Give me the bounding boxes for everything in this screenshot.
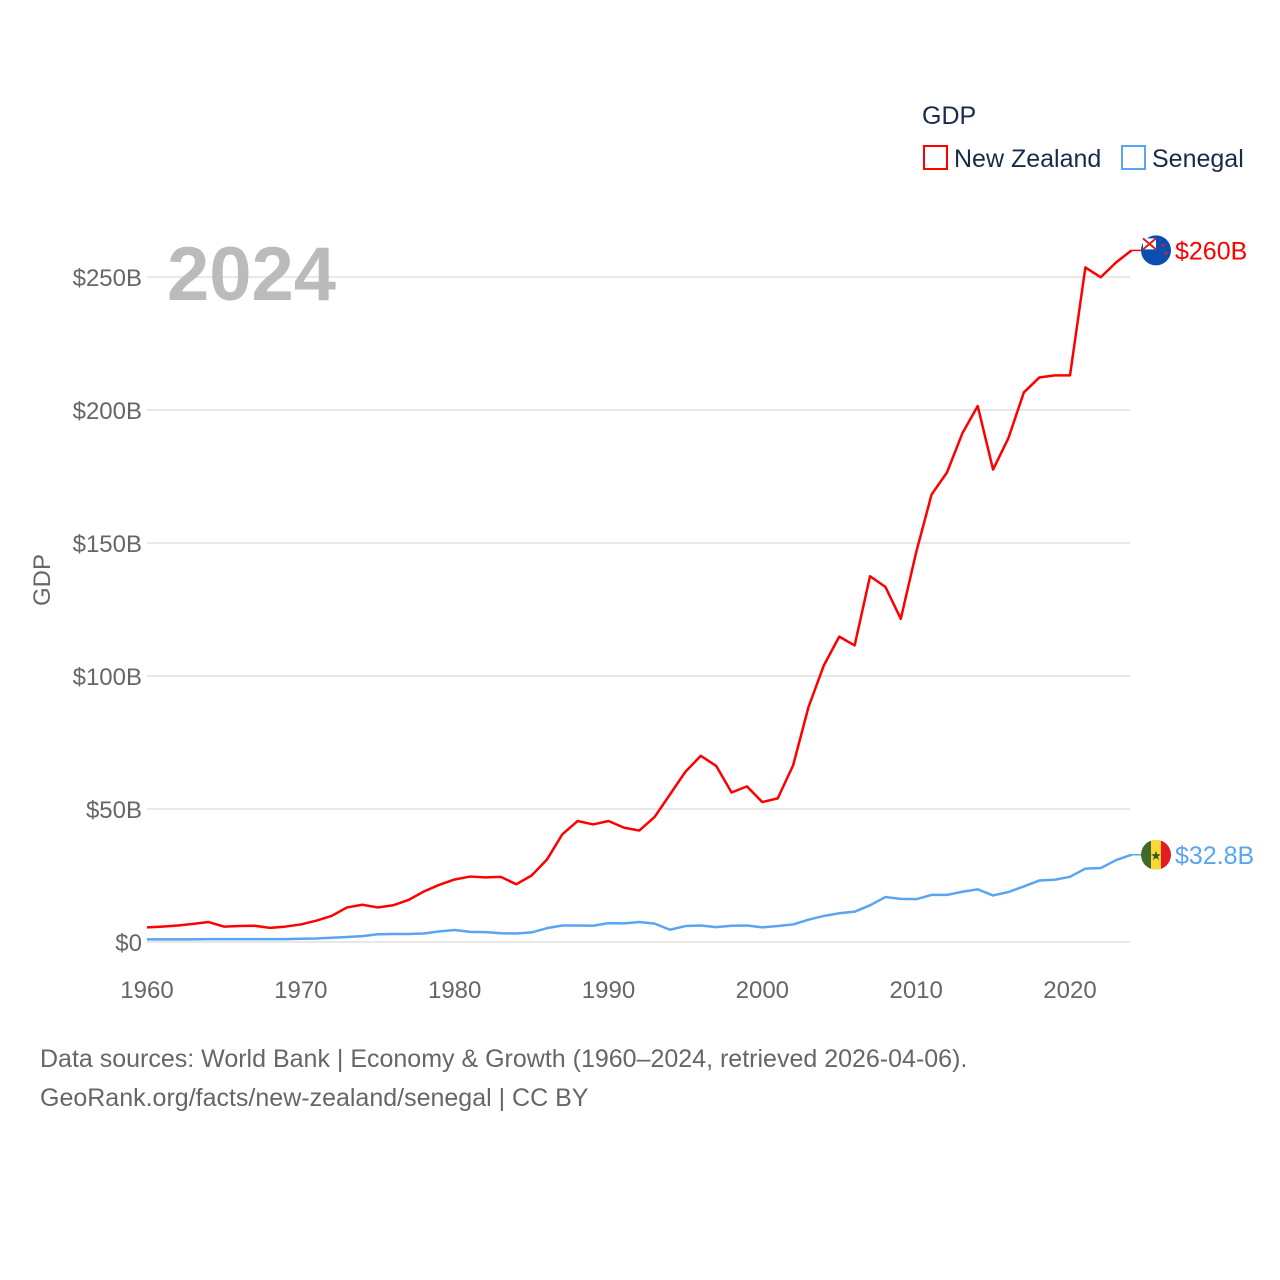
end-value-label: $260B <box>1175 237 1247 265</box>
y-tick-label: $0 <box>115 930 142 957</box>
y-tick-label: $100B <box>73 664 142 691</box>
legend-label[interactable]: New Zealand <box>954 145 1101 173</box>
x-tick-label: 1960 <box>120 977 173 1004</box>
series-line-senegal <box>147 853 1132 941</box>
source-line: Data sources: World Bank | Economy & Gro… <box>40 1045 968 1073</box>
y-tick-label: $200B <box>73 398 142 425</box>
x-tick-label: 1990 <box>582 977 635 1004</box>
y-axis-label: GDP <box>29 554 56 606</box>
end-value-label: $32.8B <box>1175 842 1254 870</box>
x-tick-label: 1980 <box>428 977 481 1004</box>
senegal-flag-icon: ★ <box>1141 839 1171 870</box>
legend-title: GDP <box>922 102 976 130</box>
legend-swatch[interactable] <box>1121 145 1146 170</box>
legend-label[interactable]: Senegal <box>1152 145 1244 173</box>
new-zealand-flag-icon <box>1141 235 1171 266</box>
x-tick-label: 2020 <box>1043 977 1096 1004</box>
y-tick-label: $150B <box>73 531 142 558</box>
legend-swatch[interactable] <box>923 145 948 170</box>
x-tick-label: 1970 <box>274 977 327 1004</box>
x-tick-label: 2000 <box>736 977 789 1004</box>
y-tick-label: $250B <box>73 265 142 292</box>
series-line-new-zealand <box>146 249 1133 930</box>
x-tick-label: 2010 <box>889 977 942 1004</box>
y-tick-label: $50B <box>86 797 142 824</box>
svg-text:★: ★ <box>1150 848 1162 863</box>
year-label: 2024 <box>167 232 336 317</box>
attribution-link[interactable]: GeoRank.org/facts/new-zealand/senegal | … <box>40 1084 589 1112</box>
